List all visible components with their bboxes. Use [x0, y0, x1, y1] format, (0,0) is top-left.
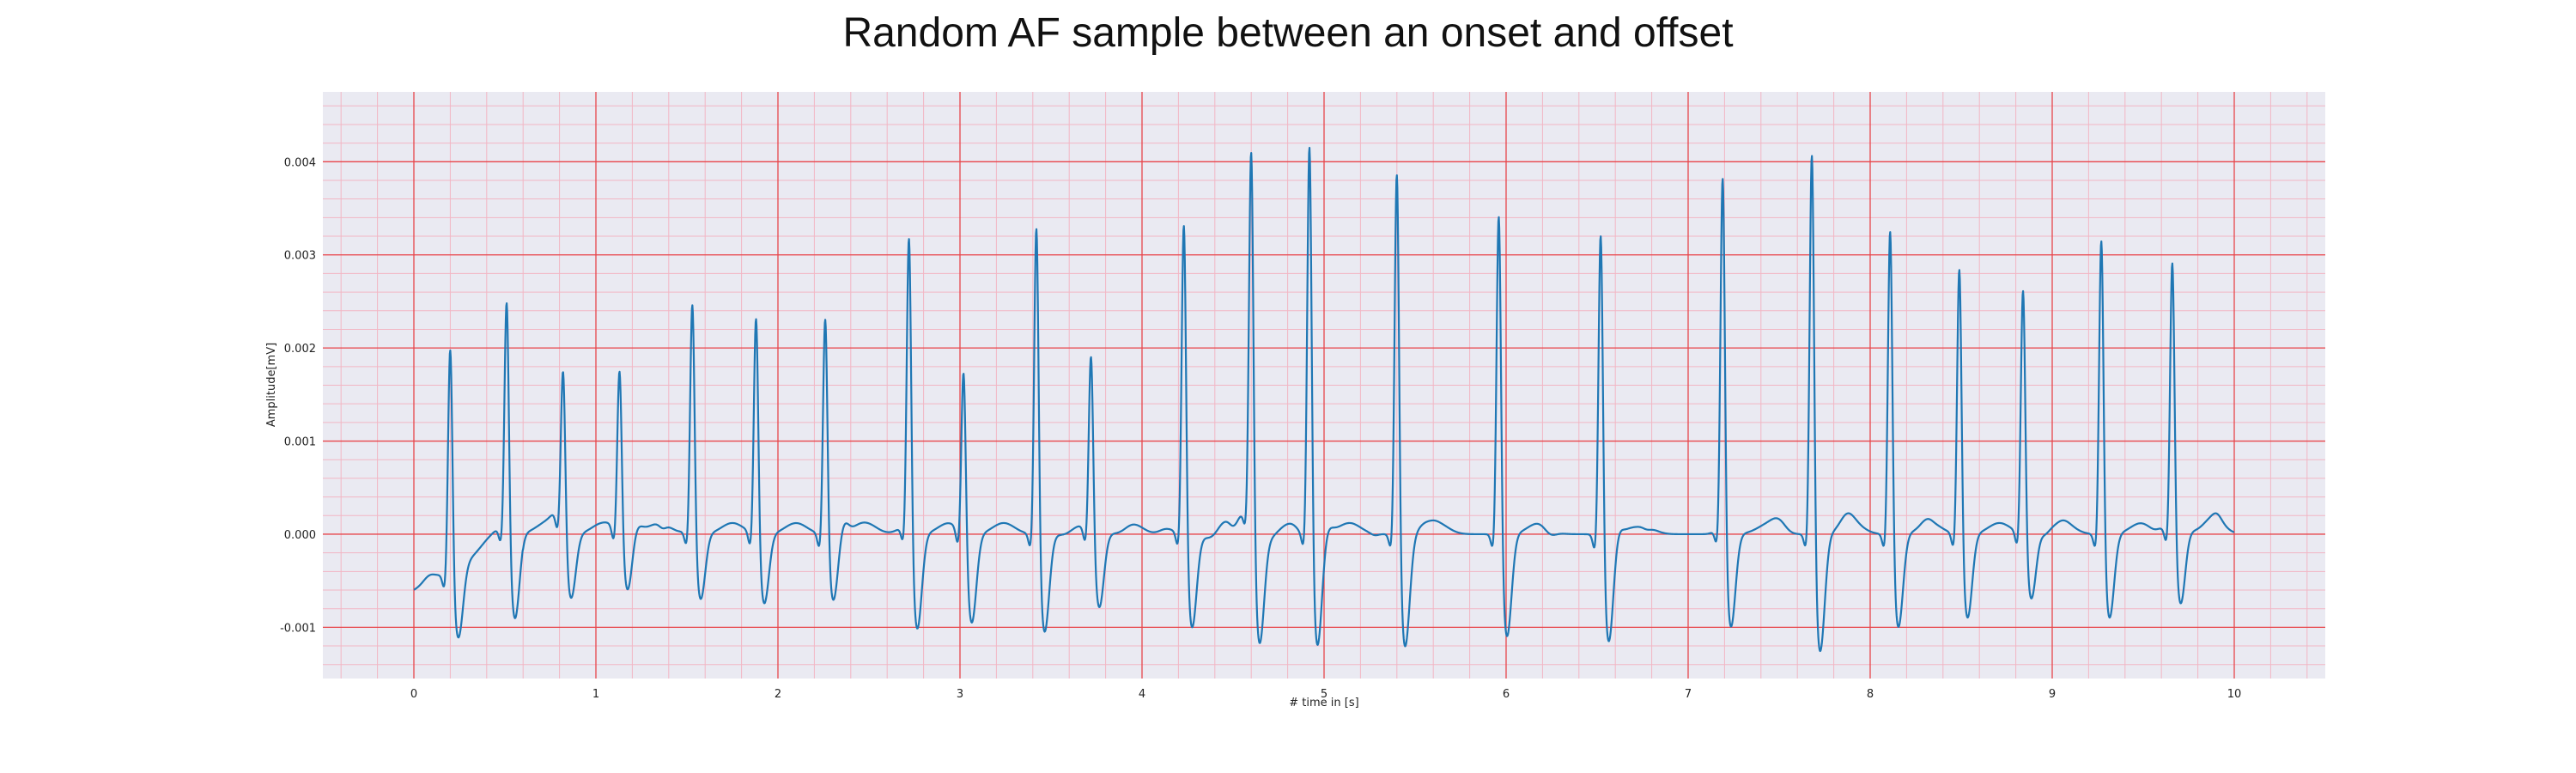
- x-tick-label: 6: [1503, 688, 1510, 701]
- y-tick-label: 0.002: [284, 343, 316, 356]
- x-tick-label: 3: [957, 688, 963, 701]
- y-tick-label: -0.001: [280, 622, 316, 635]
- y-axis-ticks: -0.001 0.000 0.001 0.002 0.003 0.004: [280, 156, 316, 635]
- x-tick-label: 4: [1139, 688, 1145, 701]
- x-tick-label: 0: [410, 688, 417, 701]
- x-tick-label: 2: [775, 688, 781, 701]
- ecg-series-line: [413, 146, 2235, 653]
- y-tick-label: 0.003: [284, 250, 316, 263]
- x-tick-label: 10: [2227, 688, 2242, 701]
- chart-title: Random AF sample between an onset and of…: [842, 10, 1733, 56]
- y-axis-label: Amplitude[mV]: [265, 343, 278, 427]
- x-tick-label: 5: [1321, 688, 1327, 701]
- x-axis-ticks: 0 1 2 3 4 5 6 7 8 9 10: [410, 688, 2241, 701]
- x-tick-label: 7: [1685, 688, 1692, 701]
- x-tick-label: 1: [592, 688, 599, 701]
- y-tick-label: 0.000: [284, 529, 316, 542]
- y-tick-label: 0.004: [284, 156, 316, 169]
- x-tick-label: 8: [1867, 688, 1874, 701]
- x-tick-label: 9: [2049, 688, 2056, 701]
- y-tick-label: 0.001: [284, 436, 316, 449]
- x-axis-label: # time in [s]: [1289, 697, 1358, 709]
